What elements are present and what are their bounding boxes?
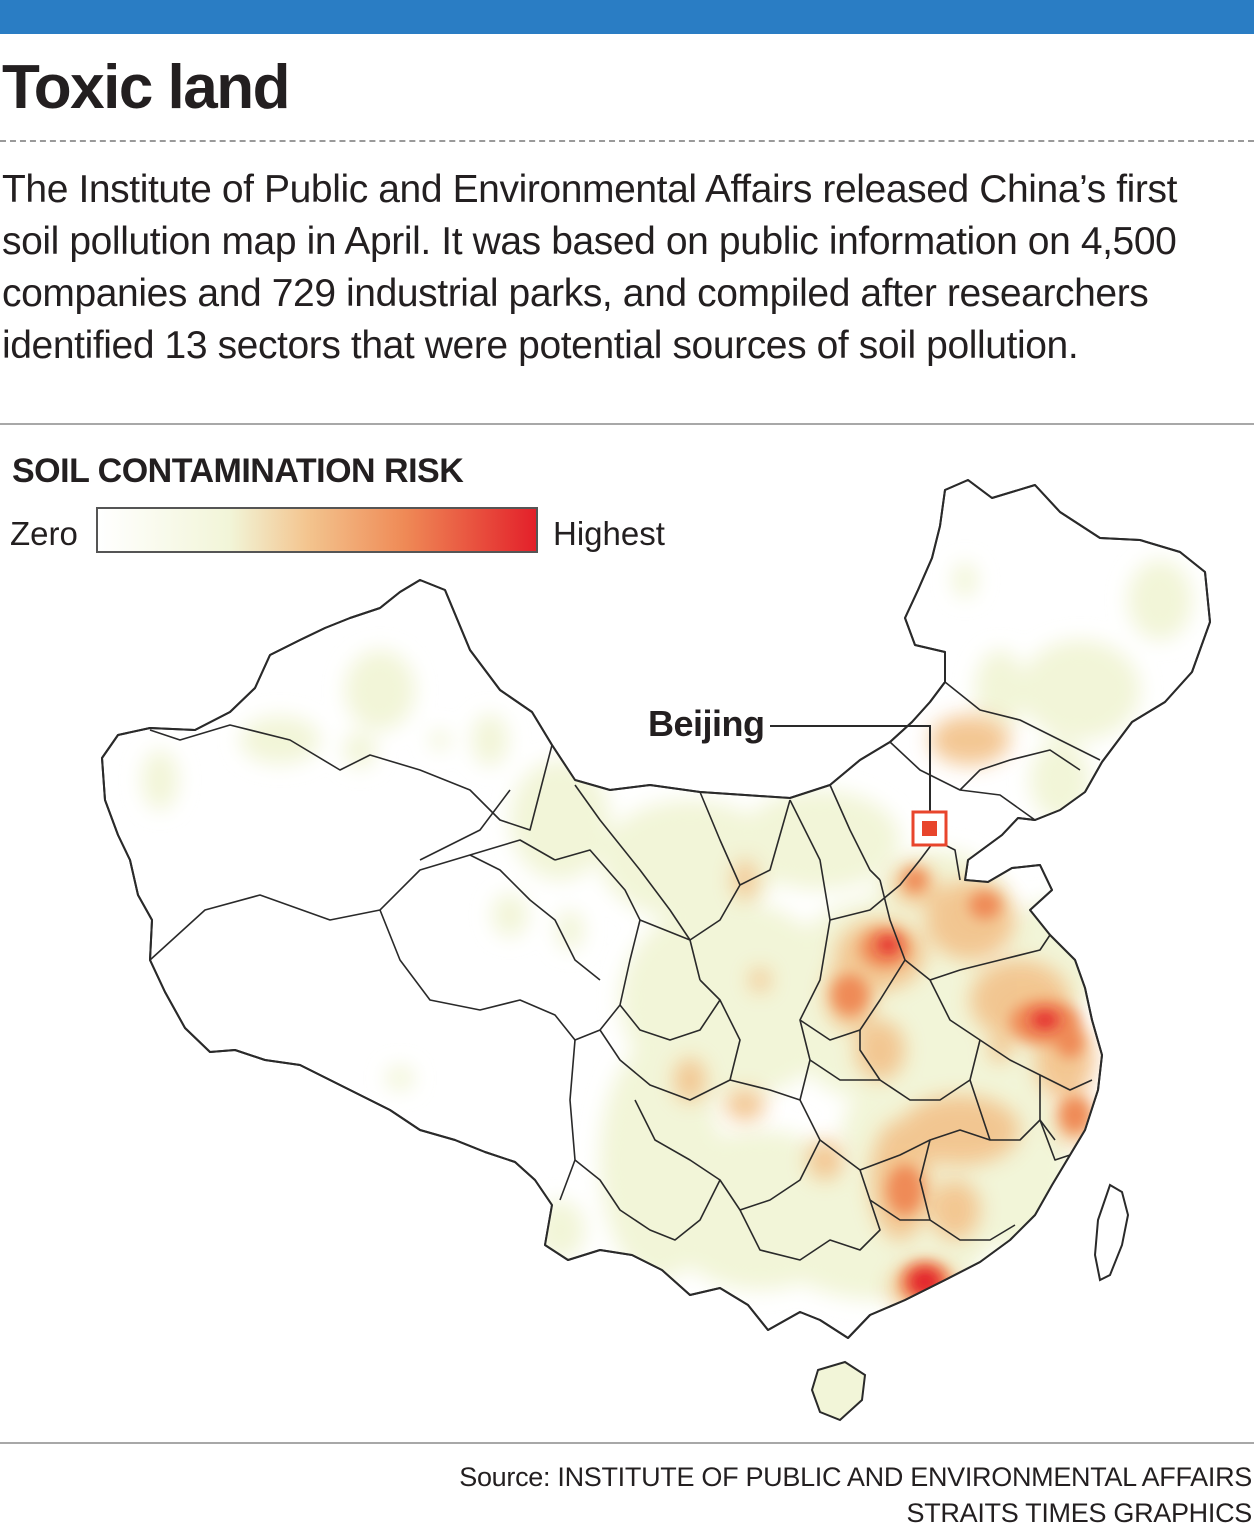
title-divider [0, 140, 1254, 142]
section-divider [0, 423, 1254, 425]
legend-gradient-bar [96, 507, 538, 553]
footer-divider [0, 1442, 1254, 1444]
legend-high-label: Highest [553, 515, 665, 552]
beijing-label: Beijing [648, 703, 765, 744]
graphics-credit: STRAITS TIMES GRAPHICS [906, 1498, 1253, 1528]
source-credit: Source: INSTITUTE OF PUBLIC AND ENVIRONM… [459, 1462, 1252, 1492]
top-accent-bar [0, 0, 1254, 34]
intro-paragraph: The Institute of Public and Environmenta… [2, 168, 1178, 367]
beijing-leader-line [770, 725, 931, 812]
china-risk-map [101, 479, 1211, 1422]
risk-heat-layer [142, 560, 1192, 1313]
hainan-outline [810, 1360, 867, 1422]
page-title: Toxic land [2, 53, 291, 122]
legend-title: SOIL CONTAMINATION RISK [12, 452, 464, 490]
taiwan-outline [1093, 1183, 1130, 1282]
legend-low-label: Zero [10, 515, 78, 552]
province-borders [149, 681, 1101, 1261]
square-marker-icon [922, 821, 937, 836]
